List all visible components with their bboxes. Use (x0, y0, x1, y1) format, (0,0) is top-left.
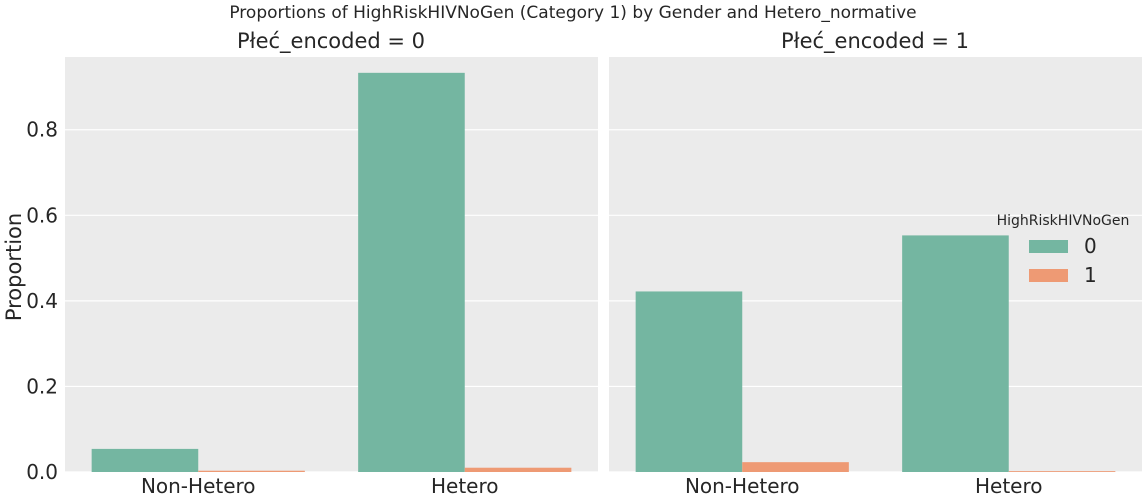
y-tick-label: 0.4 (26, 289, 58, 313)
bar (742, 462, 849, 472)
y-axis-label: Proportion (2, 213, 26, 321)
bar (1008, 471, 1116, 472)
y-tick-label: 0.2 (26, 374, 58, 398)
legend-title: HighRiskHIVNoGen (997, 213, 1130, 229)
legend: HighRiskHIVNoGen 0 1 (997, 213, 1130, 287)
bar (358, 72, 465, 472)
y-tick-label: 0.8 (26, 118, 58, 142)
panel-title: Płeć_encoded = 1 (781, 29, 969, 54)
x-tick-label: Non-Hetero (685, 474, 800, 498)
chart-title: Proportions of HighRiskHIVNoGen (Categor… (229, 3, 916, 23)
legend-label: 1 (1084, 263, 1097, 287)
bar (91, 448, 199, 472)
y-tick-label: 0.6 (26, 203, 58, 227)
x-tick-label: Hetero (975, 474, 1043, 498)
panel-pleć-encoded-0: Płeć_encoded = 0 Non-Hetero Hetero (65, 29, 598, 498)
y-tick-label: 0.0 (26, 460, 58, 484)
bar (635, 291, 743, 472)
legend-swatch (1029, 269, 1068, 282)
y-axis-ticks: 0.0 0.2 0.4 0.6 0.8 (26, 118, 58, 484)
bar (198, 470, 305, 472)
bar (902, 235, 1009, 472)
x-tick-label: Hetero (431, 474, 499, 498)
panel-title: Płeć_encoded = 0 (237, 29, 425, 54)
legend-swatch (1029, 240, 1068, 253)
plot-background (65, 57, 598, 472)
x-tick-label: Non-Hetero (141, 474, 256, 498)
bar (464, 467, 572, 472)
panel-pleć-encoded-1: Płeć_encoded = 1 Non-Hetero Hetero (609, 29, 1142, 498)
legend-label: 0 (1084, 234, 1097, 258)
